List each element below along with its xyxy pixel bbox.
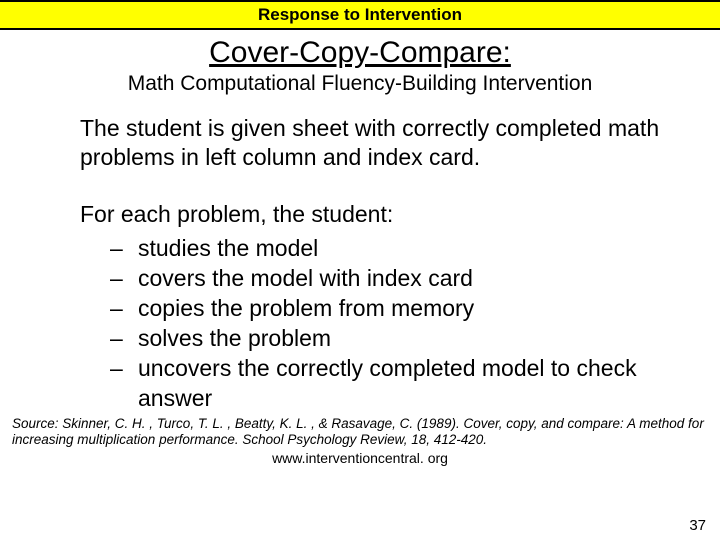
intro-paragraph: The student is given sheet with correctl… [80,114,670,172]
slide-title: Cover-Copy-Compare: [0,36,720,70]
bullet-dash-icon: – [110,294,138,324]
page-number: 37 [689,517,706,534]
source-citation: Source: Skinner, C. H. , Turco, T. L. , … [12,416,708,448]
bullet-text: studies the model [138,234,670,264]
bullet-dash-icon: – [110,264,138,294]
bullet-text: solves the problem [138,324,670,354]
bullet-list: – studies the model – covers the model w… [110,234,670,413]
lead-paragraph: For each problem, the student: [80,200,670,229]
header-text: Response to Intervention [258,5,462,24]
list-item: – copies the problem from memory [110,294,670,324]
footer-url: www.interventioncentral. org [0,450,720,466]
bullet-text: uncovers the correctly completed model t… [138,354,670,414]
header-bar: Response to Intervention [0,0,720,30]
bullet-dash-icon: – [110,354,138,384]
list-item: – solves the problem [110,324,670,354]
bullet-dash-icon: – [110,234,138,264]
bullet-dash-icon: – [110,324,138,354]
list-item: – covers the model with index card [110,264,670,294]
bullet-text: copies the problem from memory [138,294,670,324]
bullet-text: covers the model with index card [138,264,670,294]
slide-subtitle: Math Computational Fluency-Building Inte… [0,72,720,96]
list-item: – studies the model [110,234,670,264]
list-item: – uncovers the correctly completed model… [110,354,670,414]
